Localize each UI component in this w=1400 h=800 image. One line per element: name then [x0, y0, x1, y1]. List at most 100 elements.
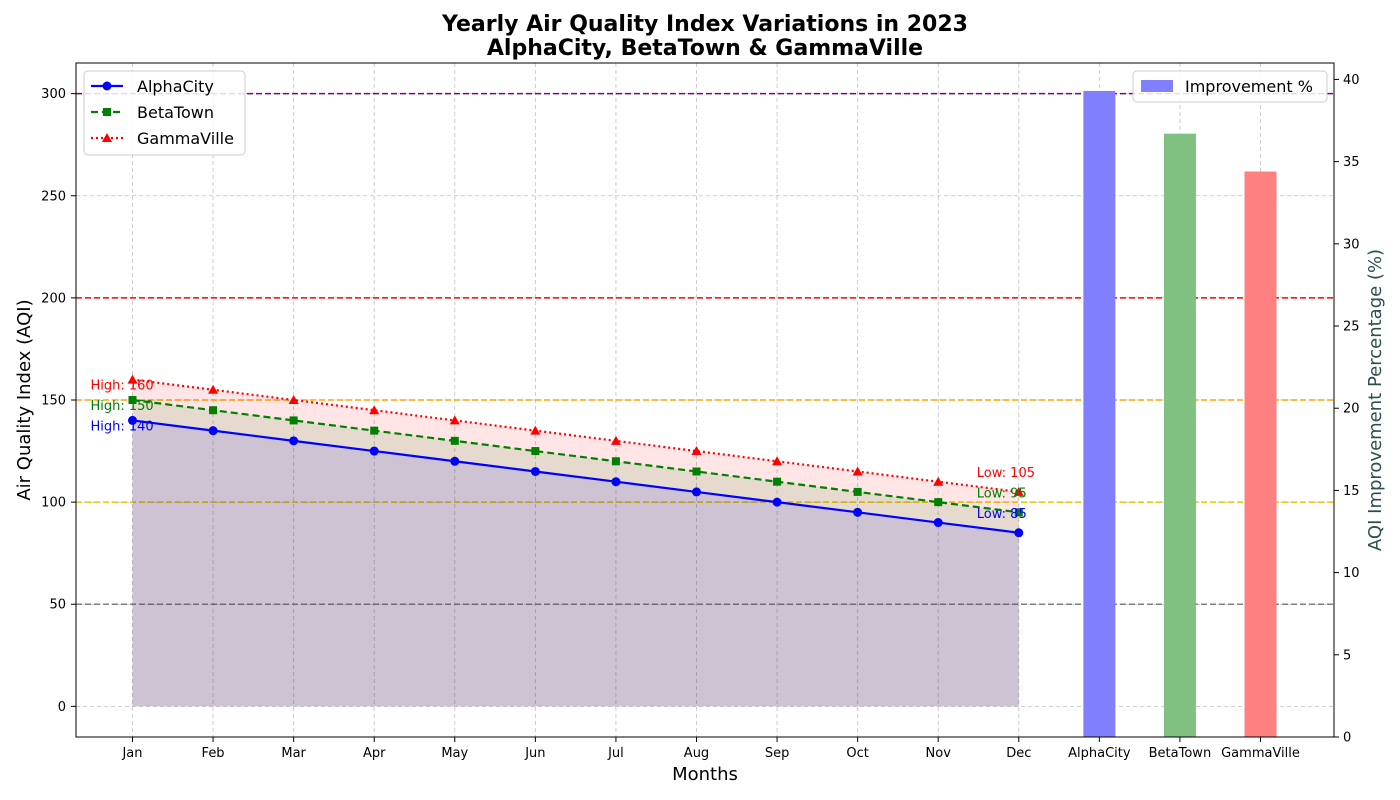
point-alphacity	[208, 426, 218, 436]
point-betatown	[853, 487, 862, 496]
legend-marker	[103, 108, 111, 116]
area-fill-betatown	[132, 400, 1019, 707]
series-lines	[127, 374, 1024, 538]
area-fill-gammaville	[132, 379, 1019, 707]
improvement-bars	[1083, 90, 1277, 737]
y2-tick-label: 40	[1343, 73, 1360, 88]
reference-lines	[76, 92, 1334, 606]
x-tick-label: AlphaCity	[1068, 746, 1131, 761]
legend-bar-swatch	[1141, 80, 1173, 92]
chart-title: Yearly Air Quality Index Variations in 2…	[441, 12, 968, 37]
point-gammaville	[127, 374, 138, 384]
x-tick-label: BetaTown	[1149, 746, 1212, 761]
point-gammaville	[691, 446, 702, 456]
bar-betatown	[1163, 133, 1196, 737]
point-betatown	[773, 477, 782, 486]
y-axis-label: Air Quality Index (AQI)	[14, 299, 35, 500]
y2-tick-label: 5	[1343, 648, 1351, 663]
point-gammaville	[852, 466, 863, 476]
series-line-alphacity	[132, 419, 1019, 534]
point-gammaville	[288, 395, 299, 404]
bar-gammaville	[1244, 171, 1277, 737]
high-low-annotations: High: 140 Low: 85 High: 150 Low: 95 High: 16…	[91, 379, 1036, 522]
y-tick-label: 50	[49, 598, 66, 613]
point-alphacity	[450, 456, 460, 466]
point-betatown	[370, 426, 379, 435]
x-tick-label: May	[441, 746, 468, 761]
point-gammaville	[610, 435, 621, 445]
y2-tick-label: 15	[1343, 484, 1360, 499]
point-betatown	[450, 436, 459, 445]
point-gammaville	[530, 425, 541, 435]
area-fills	[132, 379, 1019, 707]
point-betatown	[128, 396, 137, 404]
point-betatown	[289, 416, 298, 425]
x-tick-label: Aug	[684, 746, 709, 761]
x-tick-label: Feb	[202, 746, 225, 761]
legend-label: BetaTown	[137, 103, 214, 122]
legend-marker	[102, 81, 112, 91]
point-alphacity	[289, 436, 299, 446]
point-alphacity	[692, 487, 701, 497]
point-gammaville	[1013, 486, 1024, 496]
high-label-betatown: High: 150	[91, 399, 154, 414]
point-gammaville	[772, 456, 783, 466]
series-line-betatown	[132, 398, 1019, 514]
legend-bar-label: Improvement %	[1185, 77, 1313, 96]
x-axis-label: Months	[672, 764, 738, 785]
x-tick-label: Sep	[765, 746, 790, 761]
point-betatown	[531, 447, 540, 456]
y-tick-label: 150	[41, 394, 66, 409]
point-betatown	[1014, 508, 1023, 517]
legend-marker	[102, 133, 112, 142]
x-tick-label: GammaVille	[1221, 746, 1300, 761]
legend-bars: Improvement %	[1132, 70, 1328, 103]
axes: Jan Feb Mar Apr May Jun Jul Aug Sep Oct Nov Dec Alph…	[41, 73, 1359, 761]
point-alphacity	[611, 477, 621, 487]
point-alphacity	[853, 507, 863, 517]
point-alphacity	[369, 446, 379, 456]
point-gammaville	[369, 405, 380, 415]
low-label-gammaville: Low: 105	[977, 466, 1035, 481]
y2-tick-label: 20	[1343, 402, 1360, 417]
y2-tick-label: 25	[1343, 320, 1360, 335]
point-betatown	[934, 498, 943, 507]
chart-subtitle: AlphaCity, BetaTown & GammaVille	[487, 36, 923, 61]
y2-axis-label: AQI Improvement Percentage (%)	[1365, 249, 1386, 551]
point-alphacity	[530, 466, 540, 476]
point-betatown	[209, 406, 218, 415]
area-fill-alphacity	[132, 420, 1019, 707]
low-label-betatown: Low: 95	[977, 486, 1027, 501]
x-tick-label: Jan	[121, 746, 142, 761]
bar-alphacity	[1083, 90, 1116, 737]
y2-tick-label: 30	[1343, 237, 1360, 252]
legend-label: AlphaCity	[137, 77, 214, 96]
x-tick-label: Jul	[607, 746, 624, 761]
legend-label: GammaVille	[137, 129, 234, 148]
high-label-gammaville: High: 160	[91, 379, 154, 394]
y-tick-label: 100	[41, 496, 66, 511]
point-alphacity	[933, 518, 943, 528]
x-tick-label: Apr	[363, 746, 386, 761]
x-tick-label: Dec	[1006, 746, 1031, 761]
y-tick-label: 200	[41, 291, 66, 306]
y2-tick-label: 35	[1343, 155, 1360, 170]
point-betatown	[611, 457, 620, 466]
low-label-alphacity: Low: 85	[977, 507, 1027, 522]
high-label-alphacity: High: 140	[91, 419, 154, 434]
y2-tick-label: 10	[1343, 566, 1360, 581]
y-tick-label: 0	[58, 700, 66, 715]
y-tick-label: 300	[41, 87, 66, 102]
x-tick-label: Mar	[281, 746, 306, 761]
x-tick-label: Oct	[846, 746, 868, 761]
y2-tick-label: 0	[1343, 731, 1351, 746]
point-gammaville	[449, 415, 460, 425]
point-betatown	[692, 467, 701, 476]
point-alphacity	[772, 497, 782, 507]
y-tick-label: 250	[41, 189, 66, 204]
series-line-gammaville	[132, 378, 1019, 494]
legend-series: AlphaCity BetaTown GammaVille	[83, 70, 246, 156]
x-tick-label: Jun	[524, 746, 545, 761]
point-gammaville	[933, 476, 944, 486]
